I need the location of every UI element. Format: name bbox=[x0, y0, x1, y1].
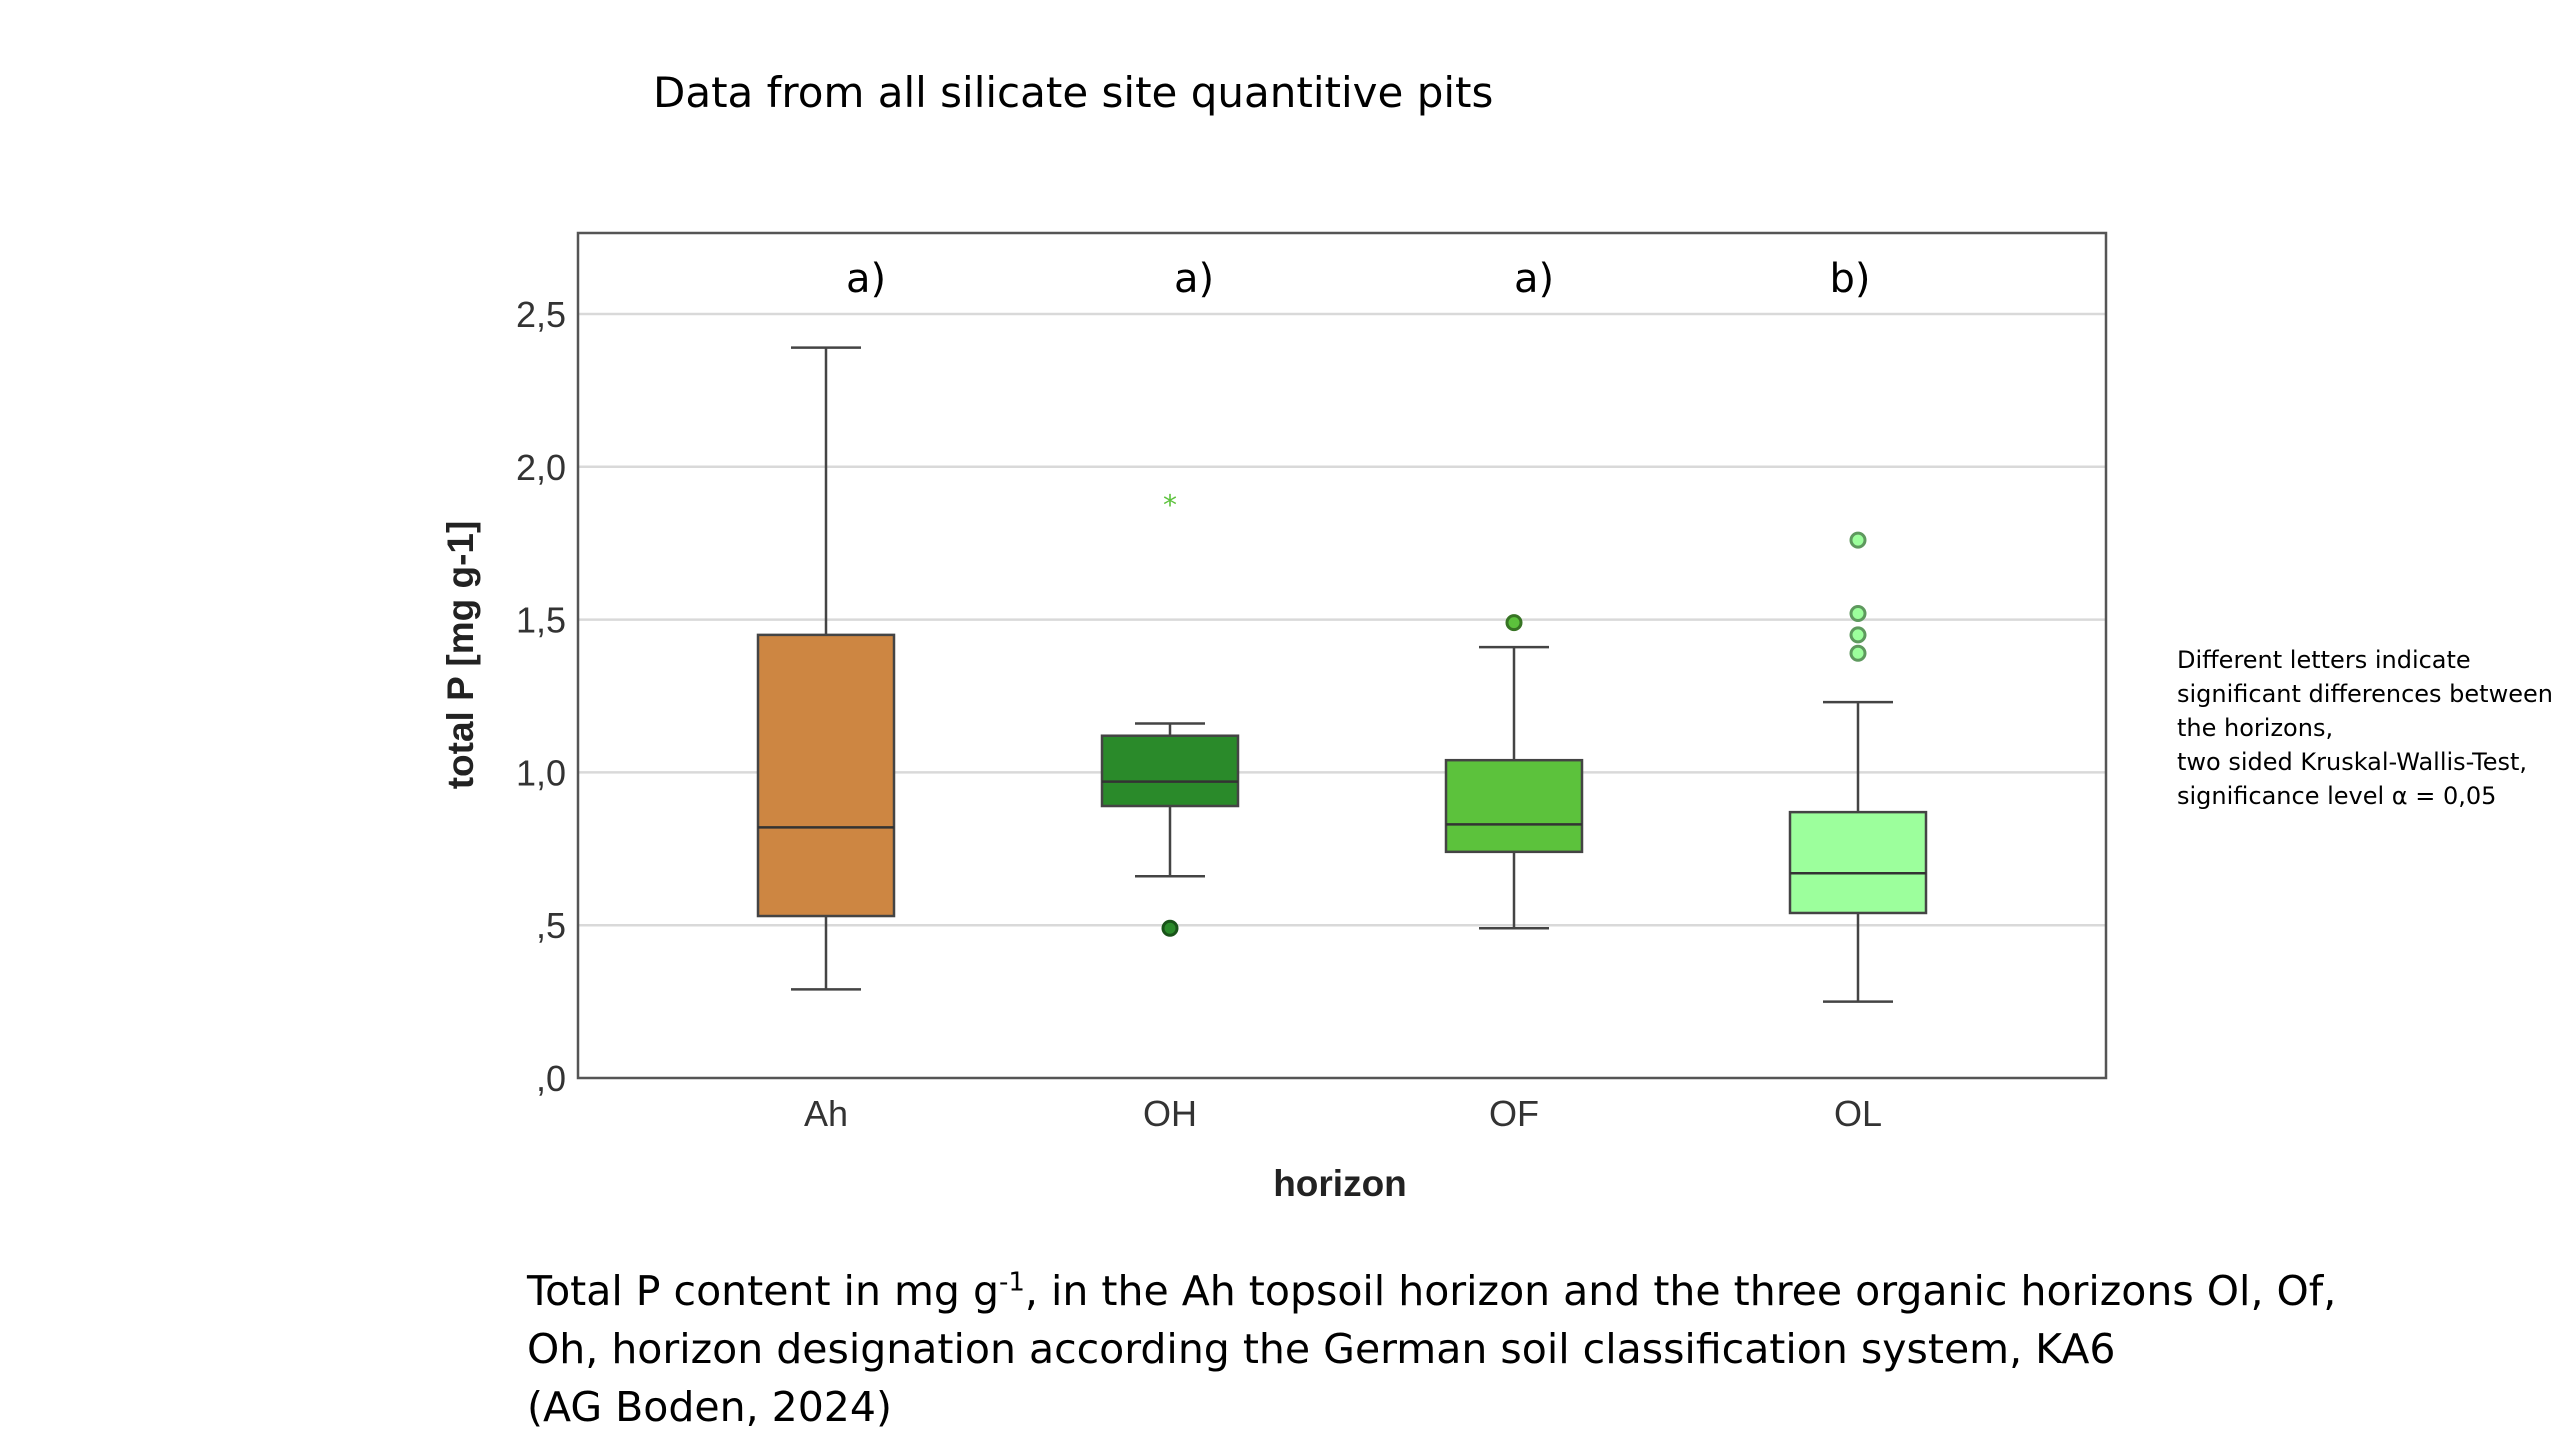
note-line: significant differences between bbox=[2177, 680, 2553, 708]
iqr-box bbox=[1788, 810, 1928, 915]
outlier-point bbox=[1849, 604, 1867, 622]
extreme-point: * bbox=[1163, 488, 1177, 521]
y-tick-label: ,0 bbox=[536, 1058, 566, 1099]
group-letter: a) bbox=[1514, 256, 1554, 302]
note-line: two sided Kruskal-Wallis-Test, bbox=[2177, 748, 2528, 776]
caption-line-3: (AG Boden, 2024) bbox=[527, 1383, 892, 1431]
caption-superscript: -1 bbox=[998, 1267, 1025, 1298]
group-letter: b) bbox=[1830, 256, 1871, 302]
outlier-point bbox=[1505, 614, 1523, 632]
x-tick-label: OL bbox=[1834, 1093, 1882, 1134]
y-tick-label: 2,0 bbox=[516, 447, 566, 488]
note-line: significance level α = 0,05 bbox=[2177, 782, 2497, 810]
slide-title: Data from all silicate site quantitive p… bbox=[653, 68, 1494, 117]
y-tick-label: 2,5 bbox=[516, 294, 566, 335]
note-line: Different letters indicate bbox=[2177, 646, 2471, 674]
outlier-point bbox=[1849, 531, 1867, 549]
significance-note: Different letters indicate significant d… bbox=[2177, 643, 2557, 813]
note-line: the horizons, bbox=[2177, 714, 2334, 742]
x-tick-label: Ah bbox=[804, 1093, 848, 1134]
iqr-box bbox=[1444, 758, 1584, 854]
outlier-point bbox=[1849, 626, 1867, 644]
x-axis-label: horizon bbox=[1273, 1163, 1407, 1204]
caption-line-2: Oh, horizon designation according the Ge… bbox=[527, 1325, 2116, 1373]
group-letter: a) bbox=[846, 256, 886, 302]
iqr-box bbox=[756, 633, 896, 918]
x-tick-label: OH bbox=[1143, 1093, 1197, 1134]
plot-frame bbox=[576, 231, 2108, 1080]
y-tick-label: 1,5 bbox=[516, 600, 566, 641]
outlier-point bbox=[1161, 919, 1179, 937]
caption-line-1: Total P content in mg g-1, in the Ah top… bbox=[527, 1262, 2336, 1320]
box-oh: * bbox=[1100, 488, 1240, 937]
caption-text: , in the Ah topsoil horizon and the thre… bbox=[1024, 1267, 2337, 1315]
outlier-point bbox=[1849, 644, 1867, 662]
y-axis-label: total P [mg g-1] bbox=[440, 521, 481, 790]
box-ol bbox=[1788, 531, 1928, 1003]
box-ah bbox=[756, 346, 896, 991]
group-letter: a) bbox=[1174, 256, 1214, 302]
y-tick-label: 1,0 bbox=[516, 752, 566, 793]
box-of bbox=[1444, 614, 1584, 930]
caption-text: Total P content in mg g bbox=[527, 1267, 999, 1315]
x-tick-label: OF bbox=[1489, 1093, 1539, 1134]
y-tick-label: ,5 bbox=[536, 905, 566, 946]
iqr-box bbox=[1100, 734, 1240, 808]
figure-caption: Total P content in mg g-1, in the Ah top… bbox=[527, 1262, 2336, 1436]
